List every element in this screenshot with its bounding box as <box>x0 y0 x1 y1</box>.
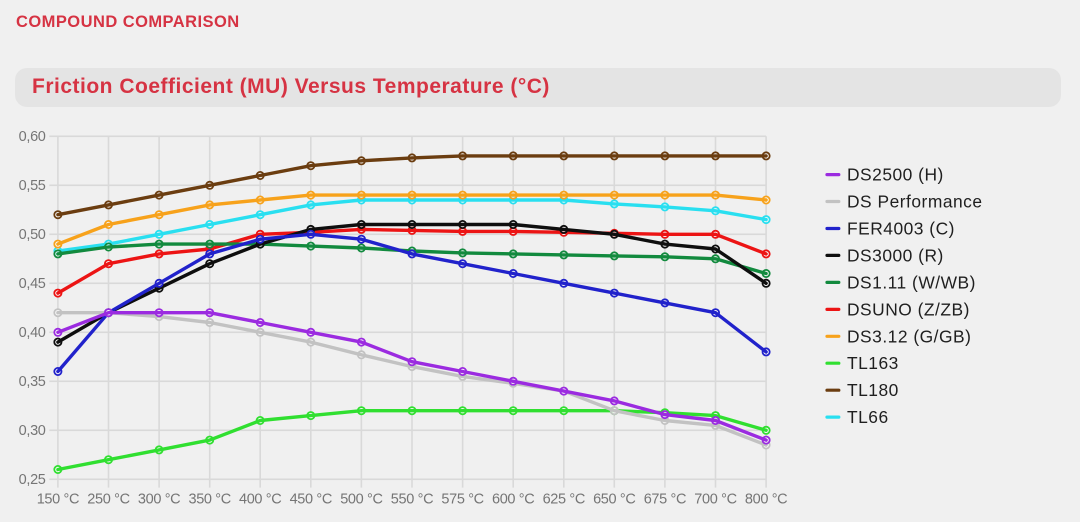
svg-text:DS Performance: DS Performance <box>847 192 983 212</box>
svg-text:700 °C: 700 °C <box>694 492 736 508</box>
svg-text:500 °C: 500 °C <box>340 492 382 508</box>
svg-text:575 °C: 575 °C <box>441 492 483 508</box>
svg-text:625 °C: 625 °C <box>543 492 585 508</box>
svg-text:350 °C: 350 °C <box>188 492 230 508</box>
svg-text:0,45: 0,45 <box>19 276 46 292</box>
svg-text:FER4003 (C): FER4003 (C) <box>847 219 955 239</box>
svg-text:0,25: 0,25 <box>19 472 46 488</box>
svg-text:0,30: 0,30 <box>19 423 46 439</box>
svg-text:DS3000 (R): DS3000 (R) <box>847 245 944 265</box>
svg-text:DS1.11 (W/WB): DS1.11 (W/WB) <box>847 272 976 292</box>
svg-text:650 °C: 650 °C <box>593 492 635 508</box>
svg-text:DS3.12 (G/GB): DS3.12 (G/GB) <box>847 326 971 346</box>
svg-text:0,50: 0,50 <box>19 227 46 243</box>
svg-text:DSUNO (Z/ZB): DSUNO (Z/ZB) <box>847 299 970 319</box>
svg-text:675 °C: 675 °C <box>644 492 686 508</box>
svg-text:0,35: 0,35 <box>19 374 46 390</box>
svg-text:TL180: TL180 <box>847 380 899 400</box>
svg-text:550 °C: 550 °C <box>391 492 433 508</box>
svg-text:TL66: TL66 <box>847 407 889 427</box>
svg-text:TL163: TL163 <box>847 353 899 373</box>
svg-text:0,60: 0,60 <box>19 129 46 145</box>
svg-text:250 °C: 250 °C <box>87 492 129 508</box>
svg-text:800 °C: 800 °C <box>745 492 787 508</box>
svg-text:400 °C: 400 °C <box>239 492 281 508</box>
svg-text:600 °C: 600 °C <box>492 492 534 508</box>
svg-text:DS2500 (H): DS2500 (H) <box>847 165 944 185</box>
svg-text:300 °C: 300 °C <box>138 492 180 508</box>
svg-text:0,55: 0,55 <box>19 178 46 194</box>
svg-text:0,40: 0,40 <box>19 325 46 341</box>
svg-text:150 °C: 150 °C <box>37 492 79 508</box>
svg-text:450 °C: 450 °C <box>290 492 332 508</box>
